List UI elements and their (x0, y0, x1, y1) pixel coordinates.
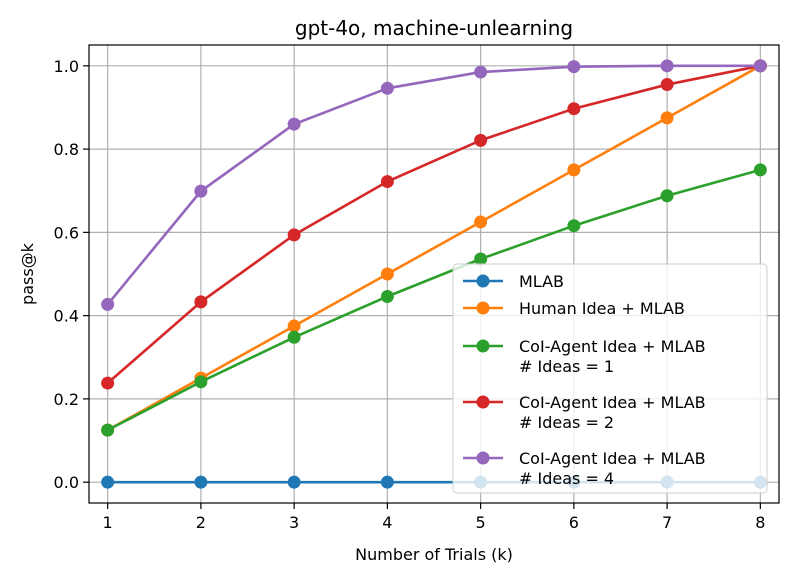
series-3 (101, 163, 767, 437)
data-point (474, 215, 488, 229)
data-point (287, 228, 301, 242)
data-point (380, 267, 394, 281)
y-axis-label: pass@k (18, 242, 37, 305)
y-tick-label: 0.4 (54, 307, 79, 326)
plot-frame (88, 44, 780, 504)
x-tick-label: 8 (755, 513, 765, 532)
legend-item: MLAB (463, 272, 564, 291)
data-point (287, 117, 301, 131)
x-tick-label: 7 (662, 513, 672, 532)
series-line (107, 64, 761, 432)
data-point (194, 375, 208, 389)
x-tick-label: 2 (196, 513, 206, 532)
legend-marker (476, 339, 490, 353)
chart-title: gpt-4o, machine-unlearning (295, 16, 573, 40)
legend-box (452, 263, 768, 494)
data-point (567, 60, 581, 74)
legend-label: CoI-Agent Idea + MLAB # Ideas = 1 (519, 337, 706, 376)
data-point (660, 59, 674, 73)
x-tick-label: 5 (476, 513, 486, 532)
x-tick-label: 3 (289, 513, 299, 532)
data-point (194, 184, 208, 198)
x-tick-label: 4 (382, 513, 392, 532)
data-point (380, 475, 394, 489)
legend: MLAB Human Idea + MLAB CoI-Agent Idea + ML… (452, 263, 768, 494)
legend-marker (476, 395, 490, 409)
y-tick-label: 0.0 (54, 473, 79, 492)
data-point (101, 376, 115, 390)
data-point (567, 163, 581, 177)
data-point (380, 81, 394, 95)
legend-marker (476, 274, 490, 288)
x-tick-label: 6 (569, 513, 579, 532)
y-tick-label: 0.8 (54, 140, 79, 159)
y-tick-label: 0.6 (54, 223, 79, 242)
y-tick-label: 0.2 (54, 390, 79, 409)
data-point (101, 475, 115, 489)
series-line (106, 64, 761, 385)
x-tick-label: 1 (103, 513, 113, 532)
data-point (474, 252, 488, 266)
legend-label: CoI-Agent Idea + MLAB # Ideas = 4 (519, 449, 706, 488)
data-point (474, 133, 488, 147)
data-point (753, 59, 767, 73)
legend-item: CoI-Agent Idea + MLAB # Ideas = 2 (463, 393, 706, 432)
data-point (380, 175, 394, 189)
series-5 (101, 59, 767, 311)
legend-label: Human Idea + MLAB (519, 299, 685, 318)
data-point (287, 319, 301, 333)
legend-item: CoI-Agent Idea + MLAB # Ideas = 4 (463, 449, 706, 488)
data-point (567, 102, 581, 116)
data-point (567, 219, 581, 233)
data-point (660, 111, 674, 125)
legend-item: Human Idea + MLAB (463, 299, 685, 318)
data-point (474, 65, 488, 79)
legend-label: CoI-Agent Idea + MLAB # Ideas = 2 (519, 393, 706, 432)
series-line (106, 64, 761, 306)
ticks: 1 2 3 4 5 6 7 8 0.0 0.2 0.4 0.6 0.8 1.0 (54, 57, 766, 532)
data-point (194, 295, 208, 309)
legend-marker (476, 301, 490, 315)
x-axis-label: Number of Trials (k) (355, 545, 513, 564)
data-point (287, 330, 301, 344)
data-point (101, 297, 115, 311)
series-line (107, 168, 761, 432)
data-point (753, 163, 767, 177)
y-tick-label: 1.0 (54, 57, 79, 76)
data-point (101, 423, 115, 437)
data-point (287, 475, 301, 489)
legend-marker (476, 451, 490, 465)
data-point (660, 78, 674, 92)
legend-item: CoI-Agent Idea + MLAB # Ideas = 1 (463, 337, 706, 376)
legend-label: MLAB (519, 272, 564, 291)
data-point (194, 475, 208, 489)
data-point (380, 289, 394, 303)
data-point (660, 189, 674, 203)
